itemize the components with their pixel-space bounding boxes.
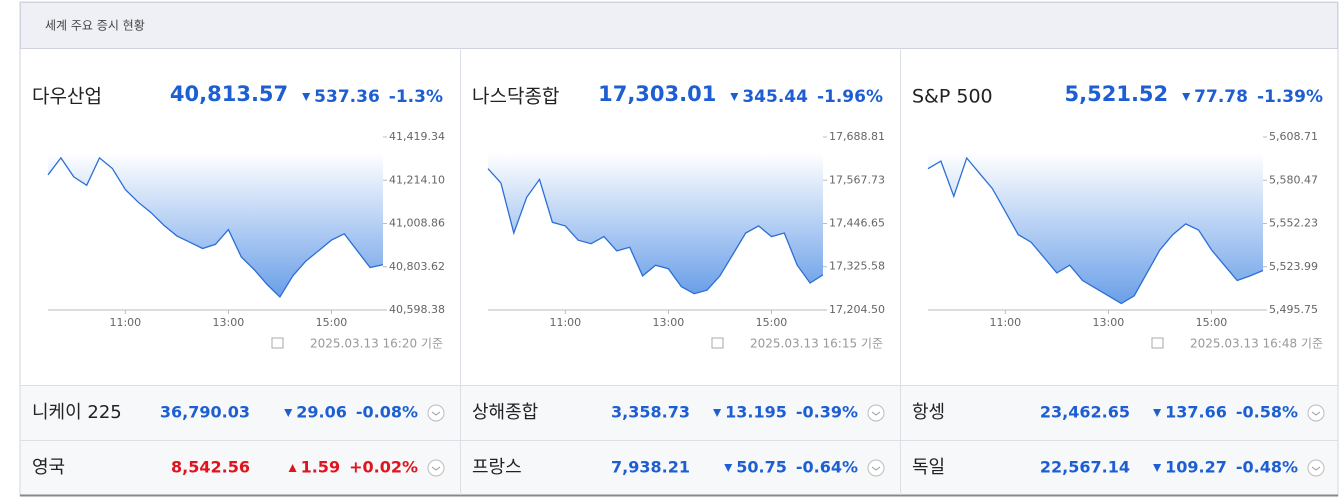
price: 22,567.14 xyxy=(1040,458,1130,477)
change-arrow xyxy=(1153,464,1162,472)
expand-chevron xyxy=(871,466,881,471)
y-tick-label: 5,523.99 xyxy=(1269,260,1318,273)
x-tick-label: 15:00 xyxy=(756,316,788,329)
change: 109.27 xyxy=(1165,458,1227,477)
expand-button[interactable] xyxy=(427,459,445,477)
x-tick-label: 13:00 xyxy=(1093,316,1125,329)
expand-button[interactable] xyxy=(427,404,445,422)
change-arrow xyxy=(730,93,739,101)
index-name: 니케이 225 xyxy=(32,402,122,423)
expand-button[interactable] xyxy=(867,459,885,477)
updated: 2025.03.13 16:15 기준 xyxy=(750,337,883,351)
change-pct: -0.39% xyxy=(796,403,858,422)
area-fill xyxy=(928,153,1263,304)
area-fill xyxy=(488,153,823,294)
line xyxy=(487,168,824,295)
x-tick-label: 11:00 xyxy=(989,316,1021,329)
clock-icon xyxy=(711,337,724,349)
y-tick-label: 5,580.47 xyxy=(1269,173,1318,186)
change: 77.78 xyxy=(1194,87,1248,107)
change: 13.195 xyxy=(725,403,787,422)
change: 1.59 xyxy=(301,458,340,477)
y-tick-label: 40,598.38 xyxy=(389,303,445,316)
y-tick-label: 17,688.81 xyxy=(829,130,885,143)
price: 5,521.52 xyxy=(1065,82,1169,106)
price: 36,790.03 xyxy=(160,403,250,422)
y-tick-label: 41,008.86 xyxy=(389,217,445,230)
x-tick-label: 11:00 xyxy=(109,316,141,329)
expand-chevron xyxy=(1311,466,1321,471)
expand-chevron xyxy=(1311,411,1321,416)
index-name: 상해종합 xyxy=(472,402,538,423)
header-bar xyxy=(20,2,1338,49)
price: 8,542.56 xyxy=(171,458,250,477)
expand-chevron xyxy=(431,466,441,471)
index-name: S&P 500 xyxy=(912,86,993,108)
expand-button[interactable] xyxy=(1307,459,1325,477)
y-tick-label: 5,552.23 xyxy=(1269,217,1318,230)
change-arrow xyxy=(284,409,293,417)
price: 7,938.21 xyxy=(611,458,690,477)
y-tick-label: 17,204.50 xyxy=(829,303,885,316)
change-pct: -1.39% xyxy=(1257,87,1323,107)
expand-button[interactable] xyxy=(867,404,885,422)
change-pct: -0.58% xyxy=(1236,403,1298,422)
change: 29.06 xyxy=(296,403,347,422)
price: 40,813.57 xyxy=(170,82,288,106)
change-arrow xyxy=(724,464,733,472)
y-tick-label: 17,567.73 xyxy=(829,173,885,186)
index-name: 영국 xyxy=(32,457,65,478)
price: 23,462.65 xyxy=(1040,403,1130,422)
row-bg xyxy=(21,441,1337,495)
index-name: 프랑스 xyxy=(472,457,522,478)
change-pct: -1.3% xyxy=(389,87,443,107)
expand-button[interactable] xyxy=(1307,404,1325,422)
change-pct: +0.02% xyxy=(349,458,418,477)
y-tick-label: 41,214.10 xyxy=(389,173,445,186)
y-tick-label: 17,325.58 xyxy=(829,260,885,273)
change-pct: -0.08% xyxy=(356,403,418,422)
x-tick-label: 13:00 xyxy=(213,316,245,329)
expand-chevron xyxy=(431,411,441,416)
change: 537.36 xyxy=(314,87,380,107)
change-pct: -1.96% xyxy=(817,87,883,107)
index-name: 독일 xyxy=(912,457,945,478)
y-tick-label: 5,495.75 xyxy=(1269,303,1318,316)
index-name: 다우산업 xyxy=(32,86,102,108)
header-title: 세계 주요 증시 현황 xyxy=(45,19,145,33)
price: 3,358.73 xyxy=(611,403,690,422)
line xyxy=(47,156,384,299)
change: 137.66 xyxy=(1165,403,1227,422)
x-tick-label: 13:00 xyxy=(653,316,685,329)
updated: 2025.03.13 16:48 기준 xyxy=(1190,337,1323,351)
y-tick-label: 41,419.34 xyxy=(389,130,445,143)
change-arrow xyxy=(1182,93,1191,101)
y-tick-label: 40,803.62 xyxy=(389,260,445,273)
change-arrow xyxy=(1153,409,1162,417)
change-arrow xyxy=(288,464,297,472)
change: 345.44 xyxy=(742,87,808,107)
x-tick-label: 15:00 xyxy=(316,316,348,329)
y-tick-label: 17,446.65 xyxy=(829,217,885,230)
price: 17,303.01 xyxy=(598,82,716,106)
change-arrow xyxy=(713,409,722,417)
line xyxy=(927,156,1264,305)
clock-icon xyxy=(1151,337,1164,349)
change: 50.75 xyxy=(736,458,787,477)
x-tick-label: 15:00 xyxy=(1196,316,1228,329)
change-pct: -0.64% xyxy=(796,458,858,477)
row-bg xyxy=(21,386,1337,440)
index-name: 나스닥종합 xyxy=(472,86,559,108)
area-fill xyxy=(48,153,383,297)
change-arrow xyxy=(302,93,311,101)
clock-icon xyxy=(271,337,284,349)
x-tick-label: 11:00 xyxy=(549,316,581,329)
updated: 2025.03.13 16:20 기준 xyxy=(310,337,443,351)
change-pct: -0.48% xyxy=(1236,458,1298,477)
index-name: 항셍 xyxy=(912,402,945,423)
expand-chevron xyxy=(871,411,881,416)
y-tick-label: 5,608.71 xyxy=(1269,130,1318,143)
